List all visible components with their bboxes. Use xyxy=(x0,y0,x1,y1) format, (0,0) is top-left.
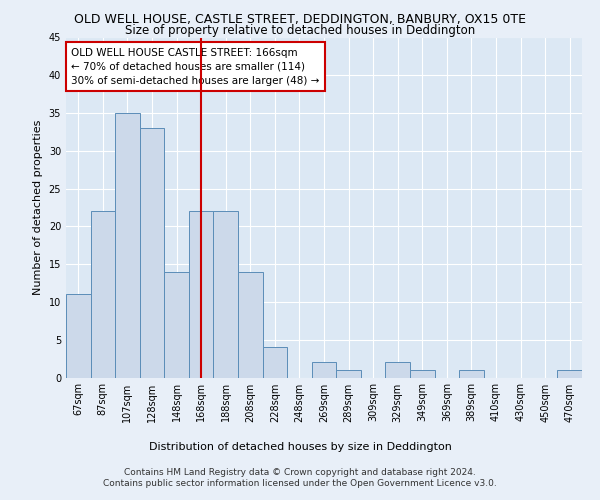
Bar xyxy=(312,362,336,378)
Bar xyxy=(410,370,434,378)
Bar xyxy=(164,272,189,378)
Text: Contains HM Land Registry data © Crown copyright and database right 2024.
Contai: Contains HM Land Registry data © Crown c… xyxy=(103,468,497,487)
Bar xyxy=(91,212,115,378)
Bar xyxy=(557,370,582,378)
Y-axis label: Number of detached properties: Number of detached properties xyxy=(33,120,43,295)
Bar xyxy=(214,212,238,378)
Bar xyxy=(385,362,410,378)
Bar xyxy=(115,113,140,378)
Bar xyxy=(189,212,214,378)
Bar xyxy=(459,370,484,378)
Bar xyxy=(140,128,164,378)
Bar xyxy=(336,370,361,378)
Text: Size of property relative to detached houses in Deddington: Size of property relative to detached ho… xyxy=(125,24,475,37)
Text: OLD WELL HOUSE, CASTLE STREET, DEDDINGTON, BANBURY, OX15 0TE: OLD WELL HOUSE, CASTLE STREET, DEDDINGTO… xyxy=(74,12,526,26)
Bar xyxy=(238,272,263,378)
Bar xyxy=(263,348,287,378)
Text: OLD WELL HOUSE CASTLE STREET: 166sqm
← 70% of detached houses are smaller (114)
: OLD WELL HOUSE CASTLE STREET: 166sqm ← 7… xyxy=(71,48,320,86)
Bar xyxy=(66,294,91,378)
Text: Distribution of detached houses by size in Deddington: Distribution of detached houses by size … xyxy=(149,442,451,452)
